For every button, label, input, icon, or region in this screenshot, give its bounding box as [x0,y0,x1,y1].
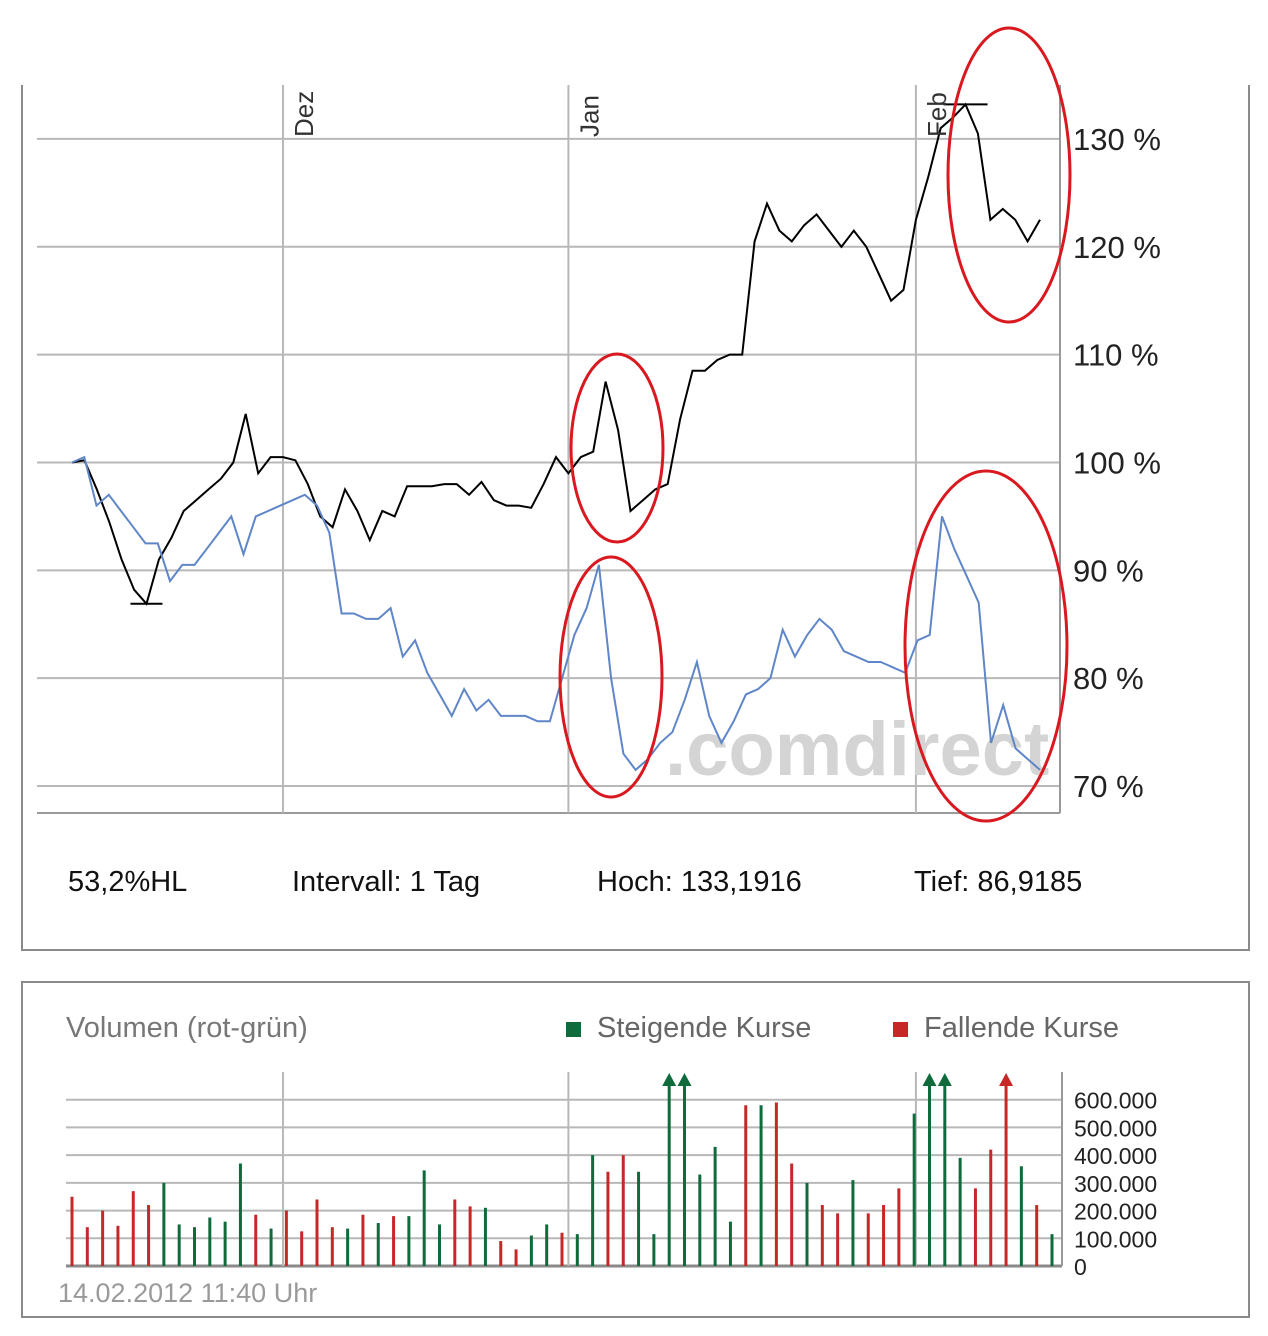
volume-bars [70,1073,1054,1266]
y-tick-label: 0 [1074,1254,1087,1280]
volume-y-ticks: 600.000500.000400.000300.000200.000100.0… [1074,1088,1157,1280]
annotation-circle [569,352,665,544]
high-stat: Hoch: 133,1916 [597,866,802,898]
legend-falling: Fallende Kurse [893,1012,1119,1045]
volume-overflow-arrow [662,1073,677,1086]
legend-rising-label: Steigende Kurse [597,1012,812,1044]
x-tick-label: Jan [574,95,604,137]
volume-overflow-arrow [937,1073,952,1086]
volume-overflow-arrow [677,1073,692,1086]
hl-stat: 53,2%HL [68,866,188,898]
series-line-1 [71,455,1041,772]
volume-chart-grid [66,1072,1063,1268]
y-tick-label: 100.000 [1074,1226,1157,1252]
y-tick-label: 100 % [1073,445,1161,480]
series-line-0 [71,102,1041,606]
y-tick-label: 80 % [1073,661,1144,696]
y-tick-label: 120 % [1073,230,1161,265]
volume-overflow-arrow [999,1073,1014,1086]
y-tick-label: 500.000 [1074,1115,1157,1141]
main-chart-frame [21,85,1250,951]
y-tick-label: 90 % [1073,553,1144,588]
annotation-circles [558,26,1072,823]
timestamp: 14.02.2012 11:40 Uhr [58,1278,318,1308]
volume-chart-frame [21,981,1250,1318]
y-tick-label: 600.000 [1074,1088,1157,1114]
annotation-circle [558,555,664,799]
y-tick-label: 300.000 [1074,1171,1157,1197]
price-chart-y-ticks: 70 % 80 % 90 % 100 % 110 % 120 % 130 % [1073,122,1161,804]
y-tick-label: 70 % [1073,769,1144,804]
price-chart-lines [71,102,1041,772]
legend-rising: Steigende Kurse [566,1012,811,1045]
legend-falling-swatch [893,1021,908,1037]
y-tick-label: 110 % [1073,338,1159,373]
low-stat: Tief: 86,9185 [914,866,1083,898]
annotation-circle [946,26,1072,324]
x-tick-label: Feb [922,92,952,137]
volume-title: Volumen (rot-grün) [66,1012,308,1044]
y-tick-label: 200.000 [1074,1199,1157,1225]
interval-stat: Intervall: 1 Tag [292,866,481,898]
legend-rising-swatch [566,1021,581,1037]
y-tick-label: 400.000 [1074,1143,1157,1169]
price-chart-x-labels: Dez Jan Feb [289,91,952,137]
y-tick-label: 130 % [1073,122,1161,157]
annotation-circle [903,469,1069,823]
volume-overflow-arrow [922,1073,937,1086]
price-chart-grid [37,85,1061,814]
watermark: .comdirect [665,707,1049,792]
x-tick-label: Dez [289,91,319,137]
legend-falling-label: Fallende Kurse [924,1012,1120,1044]
